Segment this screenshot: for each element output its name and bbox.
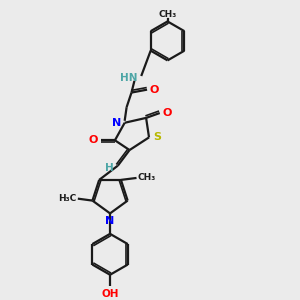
Text: S: S bbox=[153, 132, 161, 142]
Text: HN: HN bbox=[120, 73, 137, 83]
Text: O: O bbox=[163, 108, 172, 118]
Text: OH: OH bbox=[101, 290, 119, 299]
Text: O: O bbox=[150, 85, 159, 94]
Text: N: N bbox=[105, 216, 115, 226]
Text: N: N bbox=[112, 118, 122, 128]
Text: CH₃: CH₃ bbox=[137, 173, 156, 182]
Text: CH₃: CH₃ bbox=[158, 10, 177, 19]
Text: H₃C: H₃C bbox=[58, 194, 77, 203]
Text: H: H bbox=[105, 163, 114, 172]
Text: O: O bbox=[89, 135, 98, 145]
